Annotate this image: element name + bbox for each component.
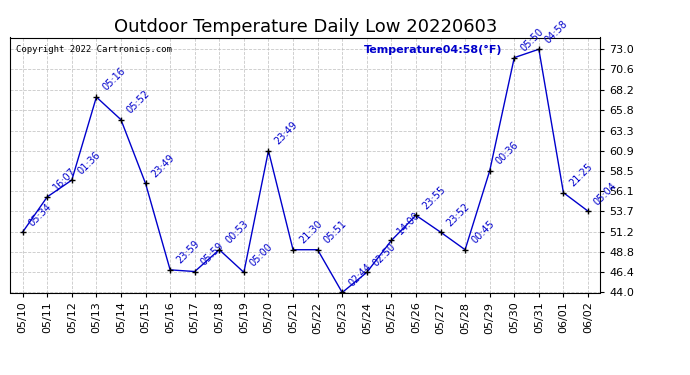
Text: 05:00: 05:00: [248, 242, 275, 268]
Text: 05:52: 05:52: [125, 88, 152, 116]
Text: 05:50: 05:50: [518, 27, 545, 54]
Text: 05:59: 05:59: [199, 240, 226, 267]
Text: 23:49: 23:49: [273, 120, 299, 147]
Text: 23:52: 23:52: [444, 201, 472, 228]
Text: Copyright 2022 Cartronics.com: Copyright 2022 Cartronics.com: [17, 45, 172, 54]
Text: 23:59: 23:59: [175, 239, 201, 266]
Text: 14:00: 14:00: [395, 210, 422, 236]
Text: 21:30: 21:30: [297, 219, 324, 246]
Text: Temperature04:58(°F): Temperature04:58(°F): [364, 45, 503, 55]
Text: 05:04: 05:04: [592, 180, 619, 207]
Title: Outdoor Temperature Daily Low 20220603: Outdoor Temperature Daily Low 20220603: [114, 18, 497, 36]
Text: 23:55: 23:55: [420, 184, 447, 211]
Text: 05:51: 05:51: [322, 219, 348, 246]
Text: 02:50: 02:50: [371, 242, 398, 268]
Text: 01:36: 01:36: [76, 149, 103, 176]
Text: 21:25: 21:25: [568, 162, 595, 189]
Text: 04:58: 04:58: [543, 18, 570, 45]
Text: 16:07: 16:07: [51, 166, 78, 193]
Text: 00:36: 00:36: [494, 140, 520, 167]
Text: 05:34: 05:34: [27, 201, 54, 228]
Text: 02:44: 02:44: [346, 261, 373, 288]
Text: 00:53: 00:53: [224, 219, 250, 246]
Text: 00:45: 00:45: [469, 219, 496, 246]
Text: 05:16: 05:16: [101, 66, 128, 93]
Text: 23:49: 23:49: [150, 153, 177, 179]
